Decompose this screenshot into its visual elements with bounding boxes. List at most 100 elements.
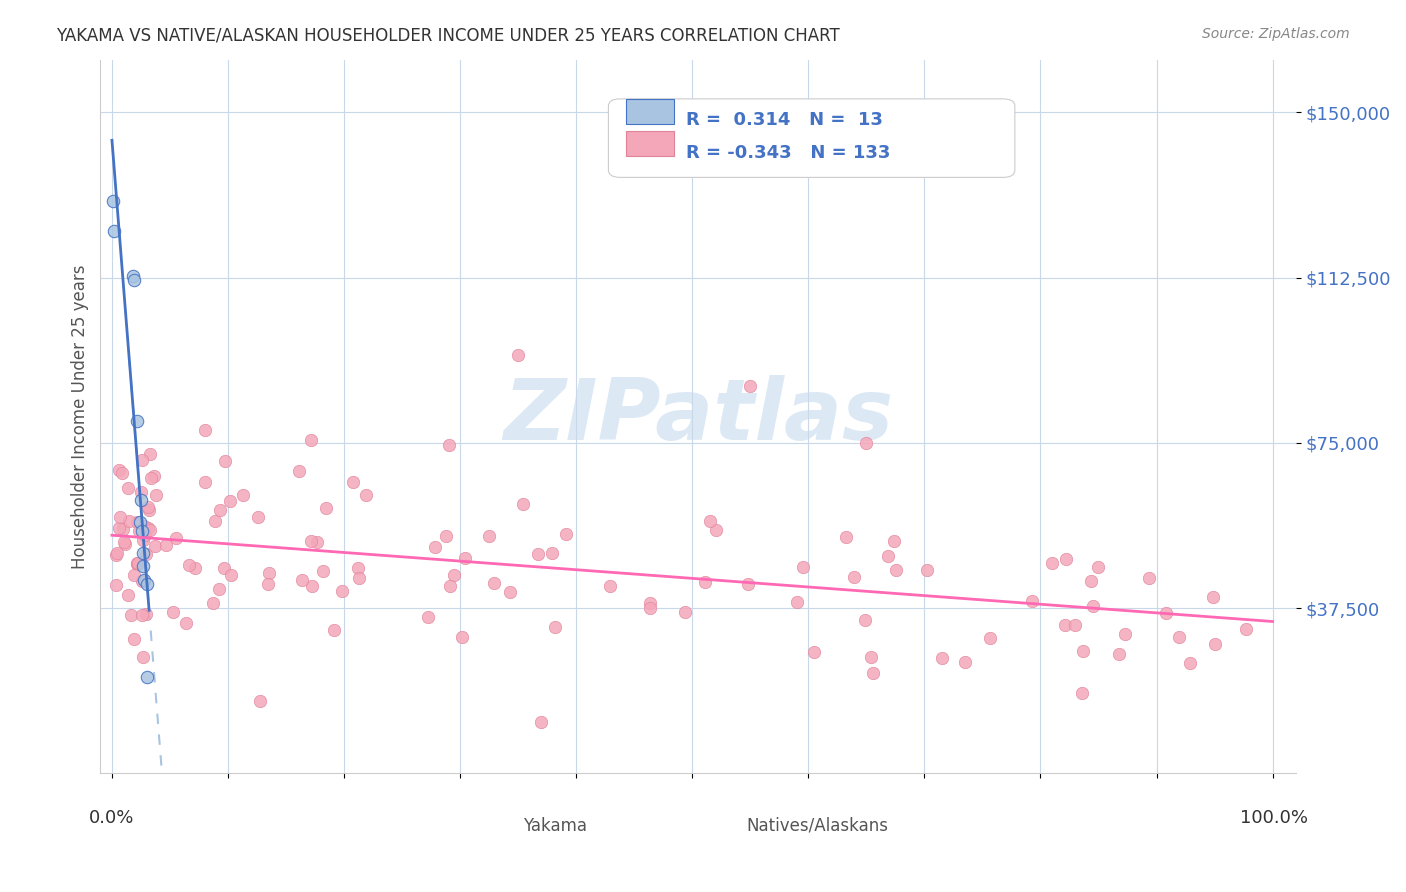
Point bbox=[132, 559, 155, 574]
Point bbox=[301, 579, 323, 593]
Point bbox=[232, 488, 254, 502]
Point bbox=[451, 630, 474, 644]
Point bbox=[640, 596, 662, 610]
Point bbox=[127, 515, 149, 529]
Point bbox=[554, 526, 576, 541]
Point bbox=[246, 510, 269, 524]
Point bbox=[132, 546, 155, 560]
Point bbox=[673, 605, 696, 619]
Point bbox=[740, 378, 762, 392]
Point bbox=[1040, 556, 1063, 570]
Point bbox=[257, 577, 280, 591]
Point bbox=[855, 436, 877, 450]
Point bbox=[218, 494, 240, 508]
FancyBboxPatch shape bbox=[626, 131, 673, 156]
Point bbox=[121, 268, 143, 283]
Point bbox=[953, 656, 976, 670]
Point bbox=[299, 534, 322, 549]
Point bbox=[134, 519, 156, 533]
Point bbox=[176, 615, 198, 630]
Point bbox=[208, 582, 231, 596]
Point bbox=[418, 609, 440, 624]
Point bbox=[884, 563, 907, 577]
Point bbox=[135, 607, 157, 621]
Point bbox=[212, 561, 235, 575]
Point bbox=[136, 521, 159, 535]
Point bbox=[1234, 622, 1257, 636]
Text: 100.0%: 100.0% bbox=[1240, 809, 1308, 828]
Point bbox=[434, 529, 457, 543]
Point bbox=[1021, 594, 1043, 608]
Point bbox=[699, 514, 721, 528]
Point bbox=[165, 531, 187, 545]
Point bbox=[638, 601, 661, 615]
Point bbox=[202, 596, 225, 610]
Point bbox=[208, 503, 231, 517]
Point bbox=[508, 348, 530, 362]
Point bbox=[129, 484, 152, 499]
Point bbox=[135, 669, 157, 683]
Point bbox=[737, 577, 759, 591]
Point bbox=[204, 514, 226, 528]
Point bbox=[129, 493, 152, 508]
Point bbox=[122, 273, 145, 287]
Point bbox=[544, 620, 567, 634]
Text: YAKAMA VS NATIVE/ALASKAN HOUSEHOLDER INCOME UNDER 25 YEARS CORRELATION CHART: YAKAMA VS NATIVE/ALASKAN HOUSEHOLDER INC… bbox=[56, 27, 839, 45]
Point bbox=[1081, 599, 1104, 613]
Point bbox=[695, 574, 717, 589]
Point bbox=[527, 547, 550, 561]
Point bbox=[979, 631, 1001, 645]
Point bbox=[139, 447, 162, 461]
Point bbox=[443, 567, 465, 582]
FancyBboxPatch shape bbox=[609, 99, 1015, 178]
Point bbox=[1087, 560, 1109, 574]
Point bbox=[1063, 617, 1085, 632]
Text: Source: ZipAtlas.com: Source: ZipAtlas.com bbox=[1202, 27, 1350, 41]
Text: R = -0.343   N = 133: R = -0.343 N = 133 bbox=[686, 144, 890, 161]
Point bbox=[139, 471, 162, 485]
Point bbox=[143, 539, 166, 553]
Point bbox=[110, 466, 132, 480]
Point bbox=[453, 551, 475, 566]
Point bbox=[792, 559, 814, 574]
Point bbox=[322, 623, 344, 637]
Point bbox=[482, 576, 505, 591]
Point bbox=[859, 650, 882, 665]
Point bbox=[117, 481, 139, 495]
Point bbox=[107, 547, 129, 561]
Point bbox=[145, 488, 167, 502]
Y-axis label: Householder Income Under 25 years: Householder Income Under 25 years bbox=[72, 264, 89, 569]
Text: Natives/Alaskans: Natives/Alaskans bbox=[747, 816, 889, 835]
Point bbox=[124, 632, 146, 646]
Point bbox=[299, 433, 322, 447]
Point bbox=[307, 535, 329, 549]
Point bbox=[125, 557, 148, 571]
FancyBboxPatch shape bbox=[745, 822, 794, 839]
Point bbox=[112, 535, 135, 549]
Point bbox=[1054, 552, 1077, 566]
Point bbox=[315, 501, 337, 516]
Point bbox=[883, 534, 905, 549]
Point bbox=[1080, 574, 1102, 588]
Point bbox=[425, 541, 447, 555]
Point bbox=[311, 565, 333, 579]
Point bbox=[931, 650, 953, 665]
Point bbox=[138, 503, 160, 517]
FancyBboxPatch shape bbox=[482, 822, 530, 839]
Point bbox=[877, 549, 900, 563]
FancyBboxPatch shape bbox=[626, 99, 673, 124]
Point bbox=[127, 557, 149, 571]
Point bbox=[704, 524, 727, 538]
Point bbox=[143, 469, 166, 483]
Point bbox=[786, 595, 808, 609]
Point bbox=[132, 650, 155, 665]
Point bbox=[121, 607, 143, 622]
Point bbox=[162, 605, 184, 619]
Point bbox=[1156, 606, 1178, 620]
Point bbox=[541, 545, 564, 559]
Point bbox=[835, 531, 858, 545]
Point bbox=[291, 573, 314, 587]
Point bbox=[219, 567, 242, 582]
Point bbox=[259, 566, 281, 580]
Point bbox=[127, 556, 149, 570]
